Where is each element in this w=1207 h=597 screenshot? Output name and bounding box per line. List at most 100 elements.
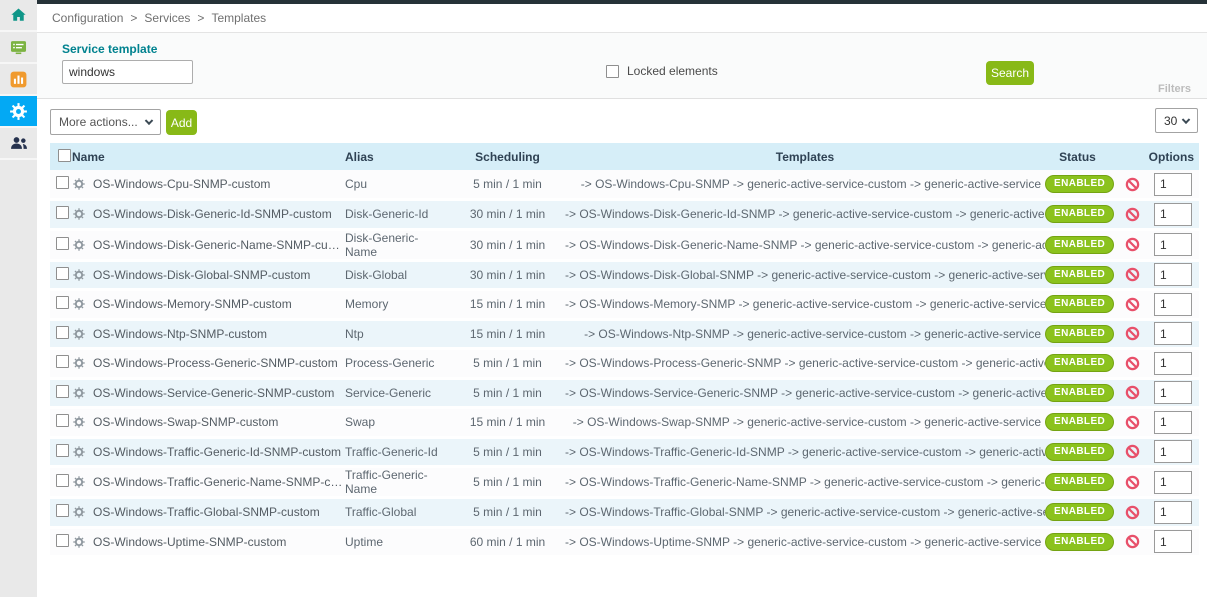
service-gear-icon bbox=[72, 535, 86, 549]
gear-icon bbox=[10, 102, 27, 120]
alias-cell: Uptime bbox=[345, 534, 384, 549]
options-count-input[interactable] bbox=[1154, 172, 1192, 196]
filters-toggle[interactable]: Filters bbox=[1157, 83, 1191, 95]
page-size-select[interactable]: 30 bbox=[1155, 108, 1198, 133]
disable-icon[interactable] bbox=[1125, 237, 1140, 252]
template-name-link[interactable]: OS-Windows-Traffic-Global-SNMP-custom bbox=[93, 505, 320, 520]
row-checkbox[interactable] bbox=[56, 176, 69, 189]
disable-icon[interactable] bbox=[1125, 385, 1140, 400]
sidebar-item-configuration[interactable] bbox=[0, 96, 37, 128]
template-name-link[interactable]: OS-Windows-Disk-Generic-Name-SNMP-custom bbox=[93, 237, 345, 252]
search-button[interactable]: Search bbox=[986, 61, 1034, 85]
disable-icon[interactable] bbox=[1125, 475, 1140, 490]
options-count-input[interactable] bbox=[1154, 530, 1192, 554]
header-name[interactable]: Name bbox=[72, 149, 105, 164]
sidebar-item-administration[interactable] bbox=[0, 128, 37, 160]
template-name-link[interactable]: OS-Windows-Ntp-SNMP-custom bbox=[93, 326, 268, 341]
template-name-link[interactable]: OS-Windows-Traffic-Generic-Id-SNMP-custo… bbox=[93, 444, 342, 459]
disable-icon[interactable] bbox=[1125, 297, 1140, 312]
disable-icon[interactable] bbox=[1125, 415, 1140, 430]
disable-icon[interactable] bbox=[1125, 444, 1140, 459]
options-count-input[interactable] bbox=[1154, 263, 1192, 287]
more-actions-wrap: More actions... bbox=[50, 109, 161, 135]
options-count-input[interactable] bbox=[1154, 381, 1192, 405]
row-checkbox[interactable] bbox=[56, 504, 69, 518]
template-name-link[interactable]: OS-Windows-Uptime-SNMP-custom bbox=[93, 534, 287, 549]
more-actions-select[interactable]: More actions... bbox=[50, 109, 161, 135]
options-count-input[interactable] bbox=[1154, 233, 1192, 256]
disable-icon[interactable] bbox=[1125, 356, 1140, 371]
row-checkbox[interactable] bbox=[56, 325, 69, 339]
alias-cell: Cpu bbox=[345, 177, 368, 191]
bar-chart-icon bbox=[10, 71, 27, 87]
row-checkbox[interactable] bbox=[56, 266, 69, 280]
templates-table-wrap: Name Alias Scheduling Templates Status O… bbox=[50, 143, 1199, 558]
row-checkbox[interactable] bbox=[56, 355, 69, 369]
template-name-link[interactable]: OS-Windows-Disk-Generic-Id-SNMP-custom bbox=[93, 207, 332, 222]
row-checkbox[interactable] bbox=[56, 443, 69, 457]
options-count-input[interactable] bbox=[1154, 500, 1192, 524]
breadcrumb-services[interactable]: Services bbox=[144, 11, 191, 25]
service-gear-icon bbox=[72, 445, 86, 459]
template-name-link[interactable]: OS-Windows-Cpu-SNMP-custom bbox=[93, 177, 271, 191]
row-checkbox[interactable] bbox=[56, 206, 69, 220]
breadcrumb-configuration[interactable]: Configuration bbox=[52, 11, 124, 25]
options-count-input[interactable] bbox=[1154, 292, 1192, 316]
table-row: OS-Windows-Traffic-Generic-Name-SNMP-cus… bbox=[50, 466, 1199, 498]
select-all-checkbox[interactable] bbox=[57, 148, 71, 162]
templates-chain-cell: -> OS-Windows-Cpu-SNMP -> generic-active… bbox=[580, 177, 1041, 191]
row-checkbox[interactable] bbox=[56, 474, 69, 487]
service-gear-icon bbox=[72, 475, 86, 489]
options-count-input[interactable] bbox=[1154, 202, 1192, 226]
row-checkbox[interactable] bbox=[56, 296, 69, 310]
row-checkbox[interactable] bbox=[56, 236, 69, 250]
table-row: OS-Windows-Process-Generic-SNMP-custom P… bbox=[50, 348, 1199, 378]
options-count-input[interactable] bbox=[1154, 470, 1192, 494]
disable-icon[interactable] bbox=[1125, 267, 1140, 282]
options-count-input[interactable] bbox=[1154, 351, 1192, 375]
add-button[interactable]: Add bbox=[166, 110, 197, 135]
templates-table: Name Alias Scheduling Templates Status O… bbox=[50, 143, 1199, 558]
row-checkbox[interactable] bbox=[56, 384, 69, 398]
service-gear-icon bbox=[72, 297, 86, 311]
sidebar-item-reporting[interactable] bbox=[0, 64, 37, 96]
monitor-icon bbox=[10, 40, 27, 54]
options-count-input[interactable] bbox=[1154, 410, 1192, 434]
template-table-body: OS-Windows-Cpu-SNMP-custom Cpu 5 min / 1… bbox=[50, 170, 1199, 557]
locked-elements-checkbox[interactable] bbox=[606, 64, 619, 78]
template-name-link[interactable]: OS-Windows-Memory-SNMP-custom bbox=[93, 297, 292, 312]
disable-icon[interactable] bbox=[1125, 534, 1140, 549]
header-templates: Templates bbox=[775, 149, 835, 164]
row-checkbox[interactable] bbox=[56, 533, 69, 547]
status-badge: ENABLED bbox=[1045, 175, 1115, 193]
template-name-link[interactable]: OS-Windows-Disk-Global-SNMP-custom bbox=[93, 267, 311, 282]
breadcrumb-separator: > bbox=[130, 11, 138, 25]
disable-icon[interactable] bbox=[1125, 505, 1140, 520]
disable-icon[interactable] bbox=[1125, 177, 1140, 192]
alias-cell: Service-Generic bbox=[345, 385, 432, 400]
disable-icon[interactable] bbox=[1125, 326, 1140, 341]
options-count-input[interactable] bbox=[1154, 440, 1192, 464]
scheduling-cell: 5 min / 1 min bbox=[473, 385, 542, 400]
sidebar-item-home[interactable] bbox=[0, 0, 37, 32]
service-gear-icon bbox=[72, 356, 86, 370]
breadcrumb-templates[interactable]: Templates bbox=[211, 11, 267, 25]
templates-chain-cell: -> OS-Windows-Service-Generic-SNMP -> ge… bbox=[565, 385, 1045, 400]
template-name-link[interactable]: OS-Windows-Traffic-Generic-Name-SNMP-cus… bbox=[93, 475, 345, 489]
template-name-link[interactable]: OS-Windows-Service-Generic-SNMP-custom bbox=[93, 385, 335, 400]
templates-chain-cell: -> OS-Windows-Traffic-Generic-Id-SNMP ->… bbox=[565, 444, 1045, 459]
sidebar-item-monitoring[interactable] bbox=[0, 32, 37, 64]
service-template-input[interactable] bbox=[62, 60, 193, 84]
options-count-input[interactable] bbox=[1154, 322, 1192, 346]
templates-chain-cell: -> OS-Windows-Process-Generic-SNMP -> ge… bbox=[565, 356, 1045, 371]
template-name-link[interactable]: OS-Windows-Swap-SNMP-custom bbox=[93, 415, 279, 430]
template-name-link[interactable]: OS-Windows-Process-Generic-SNMP-custom bbox=[93, 356, 338, 371]
templates-chain-cell: -> OS-Windows-Disk-Generic-Name-SNMP -> … bbox=[565, 237, 1045, 252]
table-row: OS-Windows-Disk-Generic-Id-SNMP-custom D… bbox=[50, 199, 1199, 229]
header-status: Status bbox=[1059, 149, 1096, 164]
disable-icon[interactable] bbox=[1125, 207, 1140, 222]
table-row: OS-Windows-Traffic-Global-SNMP-custom Tr… bbox=[50, 497, 1199, 527]
header-scheduling[interactable]: Scheduling bbox=[475, 149, 540, 164]
row-checkbox[interactable] bbox=[56, 414, 69, 428]
header-alias[interactable]: Alias bbox=[345, 149, 374, 164]
